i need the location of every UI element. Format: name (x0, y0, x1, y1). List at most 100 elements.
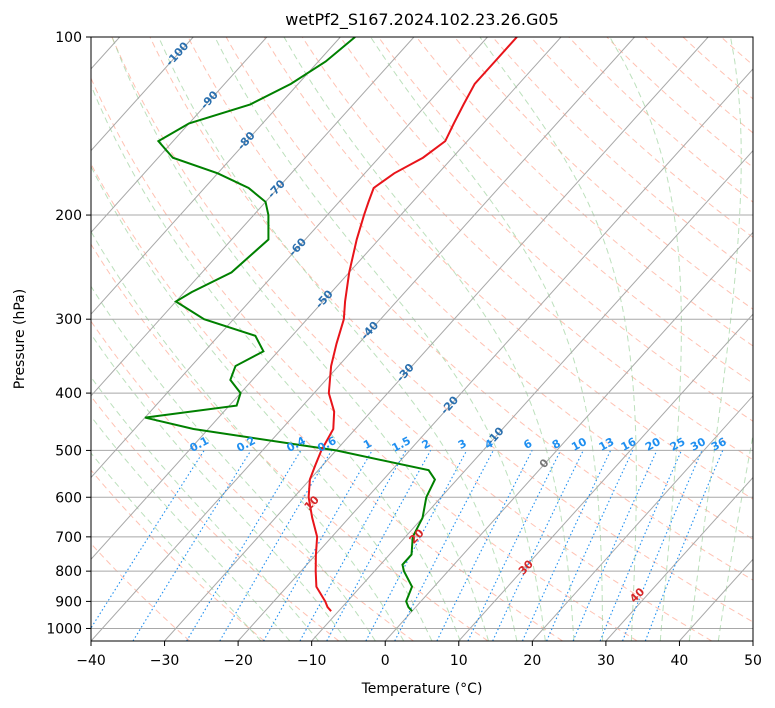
moist-adiabat (370, 37, 604, 641)
dry-adiabat (149, 37, 753, 623)
moist-adiabat (609, 37, 682, 641)
dry-adiabat (91, 162, 563, 641)
y-tick-label: 800 (55, 564, 82, 580)
mixing-ratio-line (622, 450, 703, 641)
mixing-ratio-label: 0.1 (188, 434, 211, 455)
mixing-ratio-line (467, 450, 562, 641)
dry-adiabat (644, 37, 753, 134)
dry-adiabat (263, 37, 753, 500)
mixing-ratio-label: 16 (619, 435, 639, 454)
y-tick-label: 200 (55, 208, 82, 224)
mixing-ratio-label: 13 (597, 435, 617, 454)
x-tick-label: −10 (297, 653, 327, 669)
x-tick-label: 0 (381, 653, 390, 669)
y-tick-label: 600 (55, 490, 82, 506)
isotherm (384, 231, 753, 641)
temperature-profile (307, 37, 518, 612)
mixing-ratio-line (263, 450, 373, 641)
mixing-ratio-line (299, 450, 407, 641)
moist-adiabat (688, 37, 742, 641)
mixing-ratio-label: 36 (709, 435, 729, 454)
dry-adiabat (454, 37, 753, 310)
dry-adiabat-label: 40 (627, 585, 647, 605)
moist-adiabat (214, 37, 546, 641)
dry-adiabat (378, 37, 753, 384)
plot-frame (90, 36, 754, 642)
mixing-ratio-line (436, 450, 533, 641)
y-tick-label: 300 (55, 312, 82, 328)
y-tick-label: 400 (55, 386, 82, 402)
moist-adiabat (91, 165, 433, 641)
mixing-ratio-line (91, 450, 205, 630)
mixing-ratio-line (326, 450, 432, 641)
mixing-ratio-line (644, 450, 724, 641)
x-axis-label: Temperature (°C) (361, 681, 483, 697)
dry-adiabat (530, 37, 753, 238)
mixing-ratio-line (492, 450, 584, 641)
mixing-ratio-label: 2 (420, 437, 433, 452)
isotherm (458, 313, 753, 641)
moist-adiabat (283, 37, 575, 641)
x-tick-label: 10 (450, 653, 468, 669)
y-tick-label: 900 (55, 594, 82, 610)
mixing-ratio-label: 10 (569, 435, 589, 454)
y-tick-label: 1000 (46, 621, 82, 637)
x-tick-label: −40 (76, 653, 106, 669)
moist-adiabat (91, 376, 319, 641)
dry-adiabat (91, 243, 489, 641)
x-tick-label: 40 (671, 653, 689, 669)
mixing-ratio-line (132, 450, 252, 641)
x-tick-label: 20 (523, 653, 541, 669)
dry-adiabat (91, 395, 340, 641)
moist-adiabat (479, 37, 637, 641)
mixing-ratio-label: 3 (456, 437, 469, 452)
mixing-ratio-label: 0.4 (284, 434, 308, 455)
dry-adiabat-label: 20 (407, 526, 427, 546)
moist-adiabat (91, 230, 405, 641)
dry-adiabat (568, 37, 753, 203)
isotherm (311, 149, 753, 641)
isotherm (605, 476, 753, 641)
moist-adiabat (91, 415, 291, 641)
dry-adiabat (225, 37, 753, 540)
chart-title: wetPf2_S167.2024.102.23.26.G05 (285, 10, 559, 30)
mixing-ratio-label: 25 (668, 435, 688, 454)
x-tick-label: −20 (223, 653, 253, 669)
isotherm (91, 37, 635, 641)
mixing-ratio-label: 8 (550, 437, 563, 452)
isotherm (91, 37, 488, 479)
mixing-ratio-line (546, 450, 634, 641)
isotherm (91, 37, 268, 234)
moist-adiabat (717, 432, 753, 641)
mixing-ratio-line (599, 450, 683, 641)
mixing-ratio-label: 1 (361, 437, 374, 452)
isotherm (752, 640, 753, 641)
dry-adiabat (111, 37, 713, 641)
isotherm (237, 68, 753, 641)
y-tick-label: 100 (55, 30, 82, 46)
moist-adiabat (91, 84, 461, 641)
isotherm (91, 37, 341, 315)
y-tick-label: 700 (55, 530, 82, 546)
mixing-ratio-line (521, 450, 612, 641)
isotherm (91, 37, 562, 561)
isotherm (91, 37, 415, 397)
dry-adiabat (339, 37, 753, 422)
isotherm (679, 558, 753, 641)
dry-adiabat (606, 37, 753, 168)
mixing-ratio-label: 6 (521, 437, 534, 452)
y-tick-label: 500 (55, 443, 82, 459)
dry-adiabat (416, 37, 753, 347)
dry-adiabat (91, 469, 265, 641)
x-tick-label: 30 (597, 653, 615, 669)
isotherm (531, 395, 753, 641)
plot-area: -100-90-80-70-60-50-40-30-20-10010203040… (91, 37, 753, 641)
dry-adiabat (720, 37, 753, 66)
dry-adiabat (91, 320, 414, 641)
mixing-ratio-line (572, 450, 658, 641)
y-axis-label: Pressure (hPa) (12, 289, 28, 389)
moist-adiabat (158, 37, 518, 641)
moist-adiabat (111, 37, 489, 641)
